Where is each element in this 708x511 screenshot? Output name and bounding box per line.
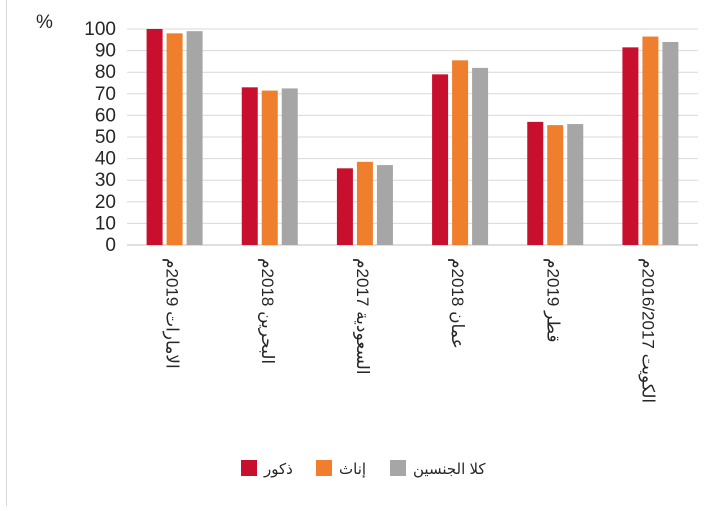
- y-tick-label: 90: [95, 41, 116, 62]
- bar: [241, 87, 258, 245]
- bar: [432, 74, 449, 245]
- y-tick-label: 60: [95, 105, 116, 126]
- legend-label: إناث: [339, 461, 366, 478]
- legend-swatch: [316, 460, 332, 476]
- y-tick-label: 10: [95, 213, 116, 234]
- x-category-label: عمان 2018م: [448, 258, 467, 349]
- legend-swatch: [390, 460, 406, 476]
- bar: [567, 124, 584, 245]
- frame-left-border: [6, 0, 7, 506]
- bar: [642, 36, 659, 246]
- bar: [356, 161, 373, 245]
- bar: [662, 41, 679, 246]
- bar: [452, 60, 469, 245]
- bar: [336, 168, 353, 245]
- bar: [376, 165, 393, 245]
- legend-label: كلا الجنسين: [413, 461, 486, 478]
- bar: [166, 33, 183, 245]
- legend: ذكور إناث كلا الجنسين: [241, 460, 486, 478]
- bar: [622, 47, 639, 245]
- legend-label: ذكور: [263, 461, 293, 478]
- x-axis: الامارات 2019م البحرين 2018م السعودية 2017…: [163, 258, 658, 403]
- y-tick-label: 0: [105, 235, 116, 256]
- y-axis-unit-label: %: [36, 12, 53, 33]
- bar: [547, 125, 564, 245]
- bar: [527, 121, 544, 245]
- bar: [261, 90, 278, 245]
- x-category-label: البحرين 2018م: [258, 258, 277, 364]
- bar: [281, 88, 298, 246]
- y-tick-label: 100: [84, 19, 116, 40]
- legend-swatch: [241, 460, 257, 476]
- y-tick-label: 70: [95, 84, 116, 105]
- y-tick-label: 50: [95, 127, 116, 148]
- x-category-label: الامارات 2019م: [163, 258, 182, 369]
- y-tick-label: 30: [95, 170, 116, 191]
- gridlines: [127, 28, 698, 246]
- bars: [146, 29, 679, 246]
- x-category-label: قطر 2019م: [543, 258, 562, 343]
- bar: [472, 67, 489, 245]
- y-tick-label: 80: [95, 62, 116, 83]
- y-tick-label: 40: [95, 149, 116, 170]
- y-tick-label: 20: [95, 192, 116, 213]
- x-category-label: الكويت 2016/2017م: [638, 258, 657, 403]
- bar: [146, 29, 163, 245]
- x-category-label: السعودية 2017م: [353, 258, 372, 375]
- bar: [186, 31, 203, 245]
